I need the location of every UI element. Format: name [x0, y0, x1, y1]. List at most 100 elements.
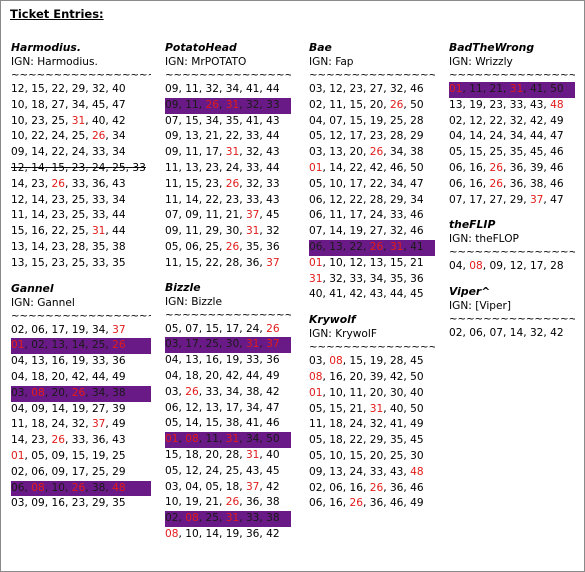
ticket-number: 22	[349, 240, 363, 253]
ticket-number: 36	[266, 240, 280, 253]
ticket-number: 11	[165, 161, 179, 174]
ticket-number: 25	[71, 209, 86, 222]
ticket-number: 12	[11, 161, 25, 174]
ticket-number: 12	[349, 256, 363, 269]
player-name: Harmodius.	[11, 41, 81, 54]
ticket-number: 02	[449, 114, 463, 127]
ticket-number: 06	[31, 465, 45, 478]
ticket-number: 09	[165, 83, 179, 95]
ticket-number-match: 37	[266, 256, 280, 269]
ticket-row: 15, 18, 20, 28, 31, 40	[165, 448, 280, 461]
ticket-number: 15	[349, 98, 363, 111]
ticket-number: 15	[51, 161, 65, 174]
ticket-number-match: 08	[185, 512, 199, 525]
ticket-number: 11	[185, 83, 199, 95]
ticket-row: 02, 11, 15, 20, 26, 50	[309, 98, 424, 111]
ticket-number: 50	[550, 83, 564, 95]
ticket-number: 45	[529, 146, 544, 159]
ticket-number: 06	[469, 327, 483, 340]
ticket-number: 20	[369, 98, 384, 111]
ticket-row: 10, 18, 27, 34, 45, 47	[11, 98, 126, 111]
ticket-number: 33	[91, 146, 106, 159]
ticket-number: 12	[11, 83, 25, 95]
ticket-number: 05	[165, 464, 179, 477]
ticket-number: 15	[349, 355, 363, 368]
ticket-number: 16	[51, 497, 65, 510]
ticket-number: 05	[165, 417, 179, 430]
ticket-number: 09	[165, 146, 179, 159]
ticket-number: 43	[529, 98, 544, 111]
ticket-number: 25	[389, 114, 404, 127]
ticket-number: 36	[245, 256, 260, 269]
ticket-number-match: 26	[205, 98, 219, 111]
ticket-number: 04	[309, 114, 323, 127]
ticket-number: 13	[11, 256, 25, 269]
ticket-number: 34	[225, 83, 240, 95]
ticket-number: 46	[550, 177, 564, 190]
ticket-number: 38	[112, 386, 126, 399]
ticket-number: 43	[245, 464, 260, 477]
ticket-number: 32	[389, 83, 404, 95]
ticket-number-match: 26	[71, 481, 86, 494]
ticket-number: 19	[71, 355, 86, 368]
ticket-row: 11, 15, 22, 28, 36, 37	[165, 256, 280, 269]
ticket-number: 04	[11, 370, 25, 383]
ticket-number: 42	[71, 370, 86, 383]
ticket-number: 25	[112, 161, 126, 174]
ticket-number: 44	[266, 130, 280, 143]
ticket-number: 05	[309, 434, 323, 447]
ticket-number: 32	[91, 83, 106, 95]
ticket-number: 40	[389, 402, 404, 415]
ticket-number: 02	[309, 98, 323, 111]
ticket-row: 06, 16, 26, 36, 46, 49	[309, 497, 424, 510]
ticket-number-match: 37	[245, 480, 260, 493]
ticket-number: 24	[51, 130, 65, 143]
ticket-number: 18	[329, 418, 343, 431]
ticket-number: 46	[410, 225, 424, 238]
ticket-row: 06, 12, 22, 28, 29, 34	[309, 193, 424, 206]
ticket-number: 16	[31, 225, 45, 238]
ticket-number: 44	[266, 161, 280, 174]
ticket-number: 33	[369, 465, 384, 478]
ticket-number: 13	[329, 465, 343, 478]
player-name: PotatoHead	[165, 41, 237, 54]
ticket-number: 35	[509, 146, 524, 159]
ticket-number: 28	[410, 114, 424, 127]
ticket-row-highlighted: 01, 11, 21, 31, 41, 50	[449, 82, 575, 98]
ticket-number: 10	[11, 130, 25, 143]
ticket-number: 32	[529, 327, 544, 340]
ticket-number: 46	[389, 497, 404, 510]
ticket-number: 13	[329, 240, 343, 253]
ticket-number: 17	[71, 465, 86, 478]
ticket-number: 20	[205, 448, 219, 461]
ticket-number: 13	[205, 401, 219, 414]
ticket-number: 42	[550, 327, 564, 340]
ticket-number: 12	[329, 193, 343, 206]
ticket-number: 23	[51, 209, 65, 222]
ticket-number: 03	[309, 83, 323, 95]
ticket-row: 04, 14, 24, 34, 44, 47	[449, 130, 564, 143]
ticket-row: 02, 06, 07, 14, 32, 42	[449, 327, 564, 340]
ticket-number-match: 31	[225, 98, 240, 111]
player-ign: IGN: theFLOP	[449, 233, 519, 246]
ticket-number: 45	[266, 464, 280, 477]
ticket-number: 34	[410, 193, 424, 206]
ticket-row: 10, 19, 21, 26, 36, 38	[165, 496, 280, 509]
ticket-row: 04, 08, 09, 12, 17, 28	[449, 260, 564, 273]
ticket-number: 09	[165, 225, 179, 238]
ticket-number-match: 31	[71, 114, 86, 127]
ticket-row: 01, 14, 22, 42, 46, 50	[309, 161, 424, 174]
ticket-number: 03	[165, 480, 179, 493]
ticket-number: 45	[91, 98, 106, 111]
ticket-number: 36	[369, 497, 384, 510]
ticket-number: 22	[349, 193, 363, 206]
ticket-number: 35	[112, 497, 126, 510]
ticket-number: 17	[51, 323, 65, 336]
ticket-number-match: 01	[165, 433, 179, 446]
ticket-row: 10, 23, 25, 31, 40, 42	[11, 114, 126, 127]
ticket-number: 06	[165, 401, 179, 414]
player-ign: IGN: KrywolF	[309, 328, 377, 341]
ticket-number: 36	[266, 354, 280, 367]
ticket-number: 25	[71, 130, 86, 143]
